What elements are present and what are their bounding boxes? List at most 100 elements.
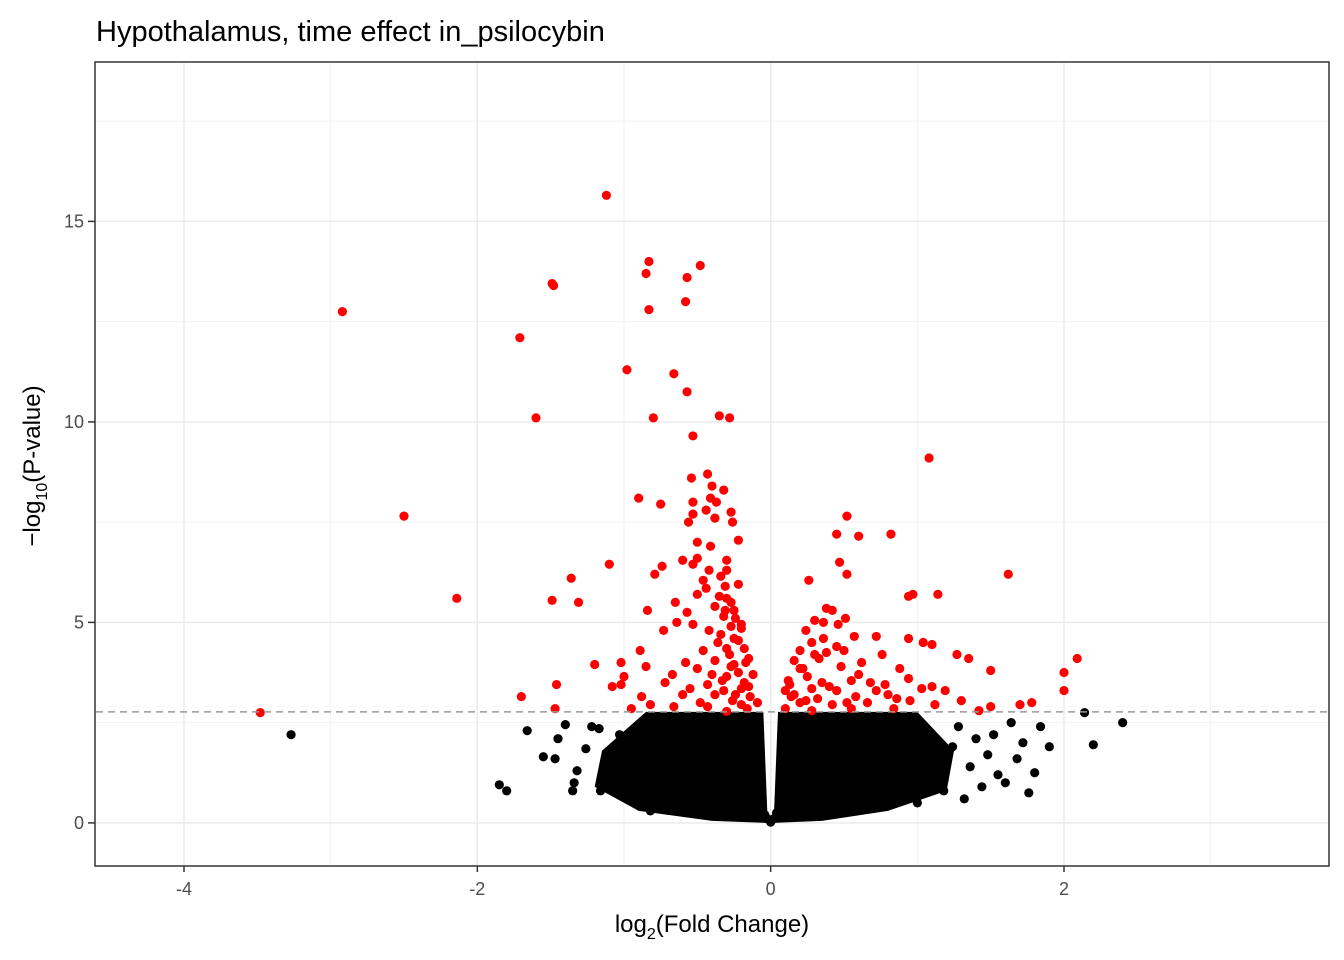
y-axis-label-subscript: 10 <box>34 483 51 501</box>
y-tick-label: 0 <box>74 813 84 833</box>
y-axis-label: −log10(P-value) <box>19 385 51 546</box>
x-axis-label-prefix: log <box>615 911 647 938</box>
significant-point <box>952 649 962 660</box>
significant-point <box>681 296 691 307</box>
significant-point <box>695 697 705 708</box>
significant-point <box>725 649 735 660</box>
y-axis-label-suffix: (P-value) <box>19 385 46 482</box>
nonsignificant-point <box>780 758 790 768</box>
significant-point <box>877 649 887 660</box>
nonsignificant-point <box>886 714 896 724</box>
nonsignificant-point <box>752 770 763 780</box>
significant-point <box>780 685 790 696</box>
nonsignificant-point <box>642 792 653 802</box>
significant-point <box>688 509 698 519</box>
nonsignificant-point <box>839 742 849 752</box>
significant-point <box>573 597 584 607</box>
nonsignificant-point <box>971 734 981 744</box>
nonsignificant-point <box>685 730 695 740</box>
significant-point <box>744 681 754 692</box>
x-tick-label: 2 <box>1059 879 1069 899</box>
significant-point <box>688 431 698 441</box>
x-axis-ticks: -4 -2 0 2 <box>176 866 1069 899</box>
nonsignificant-point <box>722 734 732 744</box>
nonsignificant-point <box>1018 738 1028 748</box>
significant-point <box>736 619 746 630</box>
x-tick-label: -2 <box>469 879 485 899</box>
nonsignificant-points <box>286 708 1128 827</box>
nonsignificant-point <box>801 750 811 760</box>
nonsignificant-point <box>953 722 964 732</box>
significant-point <box>710 655 720 666</box>
significant-point <box>849 631 859 642</box>
significant-point <box>642 605 653 615</box>
significant-point <box>783 675 793 686</box>
nonsignificant-point <box>615 730 625 740</box>
significant-point <box>722 593 732 603</box>
significant-point <box>854 531 864 541</box>
significant-point <box>986 665 996 676</box>
nonsignificant-point <box>1035 722 1046 732</box>
significant-point <box>729 659 739 670</box>
significant-point <box>729 633 739 644</box>
nonsignificant-point <box>707 794 717 804</box>
significant-point <box>622 365 632 375</box>
nonsignificant-point <box>989 730 999 740</box>
significant-point <box>692 663 702 674</box>
nonsignificant-point <box>1006 718 1016 728</box>
significant-point <box>813 693 823 704</box>
significant-point <box>842 569 852 579</box>
nonsignificant-point <box>631 762 641 772</box>
nonsignificant-point <box>568 786 578 796</box>
significant-point <box>710 513 720 523</box>
significant-point <box>704 625 714 636</box>
significant-point <box>789 689 799 700</box>
significant-point <box>681 657 691 668</box>
significant-point <box>604 559 614 569</box>
significant-point <box>892 693 902 704</box>
significant-point <box>801 695 811 706</box>
significant-point <box>531 413 541 423</box>
significant-point <box>835 557 845 567</box>
x-axis-label-subscript: 2 <box>647 926 656 943</box>
significant-point <box>720 581 730 591</box>
significant-point <box>703 679 713 690</box>
significant-point <box>590 659 600 670</box>
nonsignificant-point <box>921 726 931 736</box>
significant-point <box>780 704 790 714</box>
significant-point <box>903 673 914 684</box>
significant-point <box>736 700 746 710</box>
significant-point <box>635 645 645 656</box>
nonsignificant-point <box>494 780 504 790</box>
significant-point <box>644 256 654 267</box>
significant-point <box>686 473 697 483</box>
significant-point <box>857 657 867 668</box>
nonsignificant-point <box>553 734 563 744</box>
nonsignificant-point <box>1024 788 1034 798</box>
significant-point <box>566 573 576 583</box>
nonsignificant-point <box>538 752 548 762</box>
significant-point <box>833 619 843 630</box>
significant-point <box>650 569 660 579</box>
nonsignificant-point <box>1044 742 1054 752</box>
nonsignificant-point <box>807 802 817 812</box>
significant-point <box>956 695 966 706</box>
significant-point <box>836 661 846 672</box>
nonsignificant-point <box>744 722 754 732</box>
significant-point <box>678 689 688 700</box>
significant-point <box>821 647 832 658</box>
nonsignificant-point <box>1000 778 1010 788</box>
significant-point <box>714 411 724 421</box>
significant-point <box>752 697 763 708</box>
significant-point <box>832 529 842 539</box>
nonsignificant-point <box>959 794 969 804</box>
significant-point <box>974 706 984 716</box>
significant-point <box>733 579 744 589</box>
nonsignificant-point <box>905 746 915 756</box>
significant-point <box>719 685 729 696</box>
significant-point <box>716 629 726 640</box>
significant-point <box>716 571 726 581</box>
significant-point <box>672 617 682 627</box>
